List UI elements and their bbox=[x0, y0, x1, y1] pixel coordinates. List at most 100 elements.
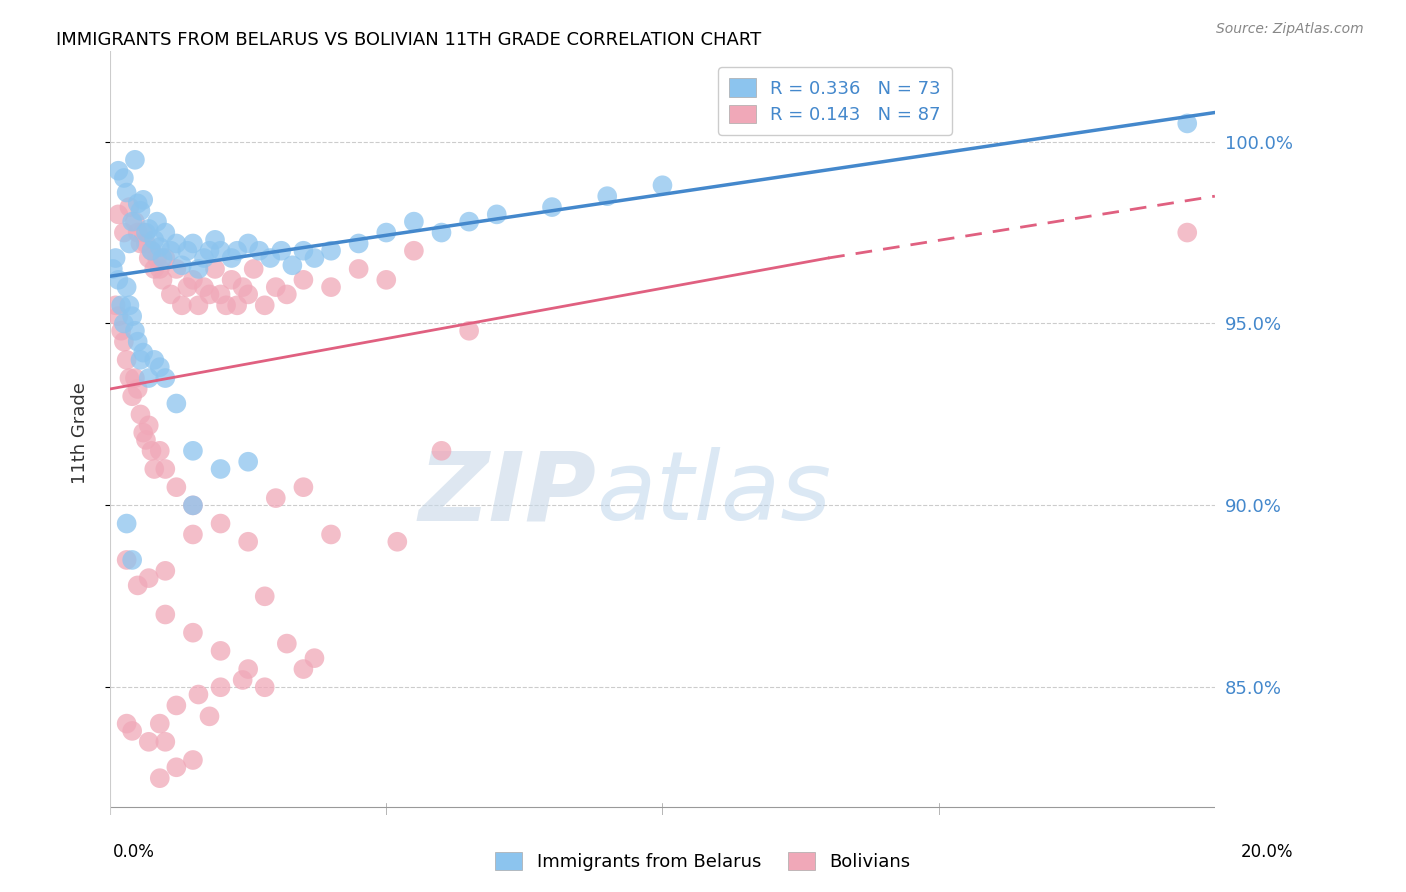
Point bbox=[430, 443, 453, 458]
Point bbox=[138, 251, 160, 265]
Point bbox=[115, 516, 138, 531]
Point bbox=[458, 214, 481, 228]
Point bbox=[124, 324, 146, 338]
Point bbox=[121, 553, 143, 567]
Point bbox=[402, 214, 425, 228]
Text: IMMIGRANTS FROM BELARUS VS BOLIVIAN 11TH GRADE CORRELATION CHART: IMMIGRANTS FROM BELARUS VS BOLIVIAN 11TH… bbox=[56, 31, 762, 49]
Point bbox=[149, 360, 172, 375]
Point bbox=[375, 273, 398, 287]
Point bbox=[181, 236, 204, 251]
Point bbox=[181, 753, 204, 767]
Point bbox=[129, 236, 152, 251]
Point bbox=[193, 251, 215, 265]
Point bbox=[221, 273, 243, 287]
Point bbox=[215, 298, 238, 312]
Point bbox=[238, 534, 260, 549]
Point bbox=[124, 371, 146, 385]
Point bbox=[112, 334, 135, 349]
Point bbox=[198, 287, 221, 301]
Point bbox=[143, 261, 166, 276]
Point bbox=[181, 625, 204, 640]
Point bbox=[238, 287, 260, 301]
Text: Source: ZipAtlas.com: Source: ZipAtlas.com bbox=[1216, 22, 1364, 37]
Point bbox=[155, 371, 177, 385]
Point bbox=[304, 651, 326, 665]
Point bbox=[121, 723, 143, 738]
Point bbox=[430, 226, 453, 240]
Point bbox=[541, 200, 564, 214]
Point bbox=[132, 226, 155, 240]
Point bbox=[204, 261, 226, 276]
Point bbox=[198, 709, 221, 723]
Point bbox=[143, 352, 166, 367]
Point bbox=[107, 163, 129, 178]
Point bbox=[232, 280, 254, 294]
Point bbox=[160, 244, 183, 258]
Point bbox=[146, 251, 169, 265]
Point bbox=[458, 324, 481, 338]
Point bbox=[209, 287, 232, 301]
Point bbox=[209, 516, 232, 531]
Point bbox=[149, 443, 172, 458]
Point bbox=[155, 735, 177, 749]
Point bbox=[132, 193, 155, 207]
Point bbox=[127, 334, 149, 349]
Point bbox=[259, 251, 281, 265]
Point bbox=[176, 280, 198, 294]
Point bbox=[115, 716, 138, 731]
Point bbox=[141, 443, 163, 458]
Point bbox=[138, 571, 160, 585]
Point bbox=[138, 371, 160, 385]
Point bbox=[221, 251, 243, 265]
Point bbox=[160, 287, 183, 301]
Point bbox=[138, 222, 160, 236]
Point bbox=[347, 261, 370, 276]
Point bbox=[127, 196, 149, 211]
Legend: Immigrants from Belarus, Bolivians: Immigrants from Belarus, Bolivians bbox=[488, 845, 918, 879]
Point bbox=[121, 389, 143, 403]
Point bbox=[187, 261, 209, 276]
Point bbox=[141, 244, 163, 258]
Point bbox=[146, 214, 169, 228]
Point bbox=[165, 760, 187, 774]
Text: ZIP: ZIP bbox=[419, 447, 596, 541]
Point bbox=[143, 233, 166, 247]
Point bbox=[1175, 116, 1198, 130]
Point bbox=[127, 226, 149, 240]
Point bbox=[118, 236, 141, 251]
Point bbox=[101, 261, 124, 276]
Point bbox=[149, 261, 172, 276]
Point bbox=[304, 251, 326, 265]
Point bbox=[238, 662, 260, 676]
Point bbox=[138, 418, 160, 433]
Point bbox=[155, 226, 177, 240]
Point bbox=[292, 273, 315, 287]
Point bbox=[135, 236, 157, 251]
Point bbox=[127, 382, 149, 396]
Point bbox=[247, 244, 270, 258]
Point bbox=[292, 244, 315, 258]
Point bbox=[204, 233, 226, 247]
Point bbox=[319, 527, 342, 541]
Point bbox=[238, 236, 260, 251]
Point bbox=[181, 527, 204, 541]
Point bbox=[181, 499, 204, 513]
Point bbox=[138, 735, 160, 749]
Point bbox=[104, 298, 127, 312]
Point bbox=[253, 680, 276, 694]
Point bbox=[132, 345, 155, 359]
Point bbox=[141, 244, 163, 258]
Point bbox=[165, 236, 187, 251]
Point bbox=[181, 273, 204, 287]
Point bbox=[242, 261, 264, 276]
Point bbox=[375, 226, 398, 240]
Point bbox=[193, 280, 215, 294]
Point bbox=[124, 153, 146, 167]
Point bbox=[264, 280, 287, 294]
Text: 20.0%: 20.0% bbox=[1241, 843, 1294, 861]
Point bbox=[270, 244, 292, 258]
Point bbox=[264, 491, 287, 505]
Point bbox=[387, 534, 409, 549]
Point bbox=[118, 371, 141, 385]
Point bbox=[115, 553, 138, 567]
